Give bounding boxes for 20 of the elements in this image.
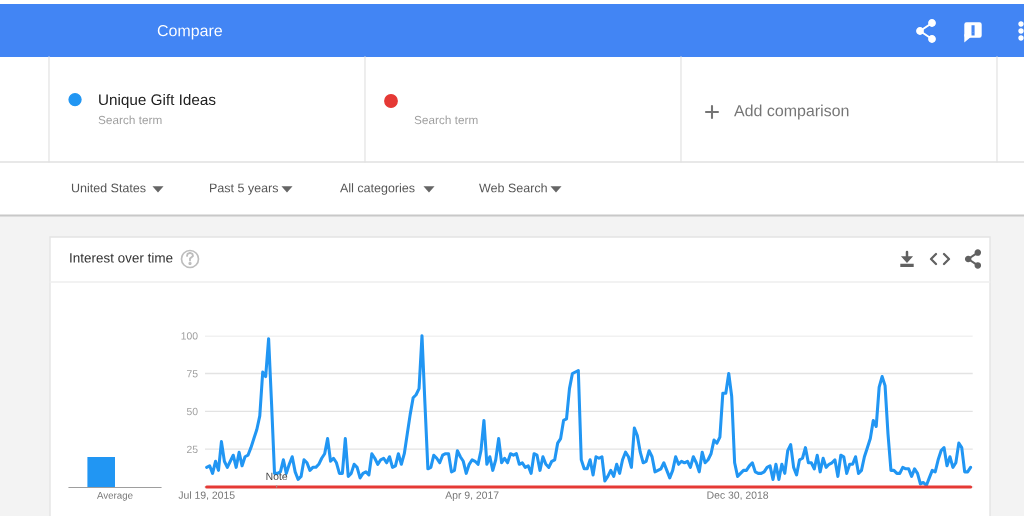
text: Compare: [157, 24, 222, 40]
x-tick-label: Apr 9, 2017: [445, 491, 499, 501]
text: Past 5 years: [210, 183, 279, 195]
x-tick-label: Dec 30, 2018: [707, 491, 769, 501]
text: Search term: [98, 115, 162, 125]
legend-label: Unique Gift Ideas: [99, 93, 216, 109]
y-tick-label: 25: [186, 445, 198, 454]
text: Web Search: [479, 183, 547, 193]
y-tick-label: 100: [181, 332, 198, 340]
text: United States: [71, 183, 146, 193]
line-series: [205, 334, 973, 488]
text: Search term: [414, 115, 478, 125]
annotation: Note: [266, 472, 288, 481]
x-tick-label: Average: [97, 492, 133, 501]
x-tick-label: Jul 19, 2015: [178, 491, 235, 501]
y-tick-label: 75: [187, 370, 198, 378]
text: Add comparison: [734, 104, 849, 120]
chart-title: Interest over time: [70, 252, 173, 263]
text: All categories: [340, 183, 415, 195]
y-tick-label: 50: [186, 407, 198, 416]
